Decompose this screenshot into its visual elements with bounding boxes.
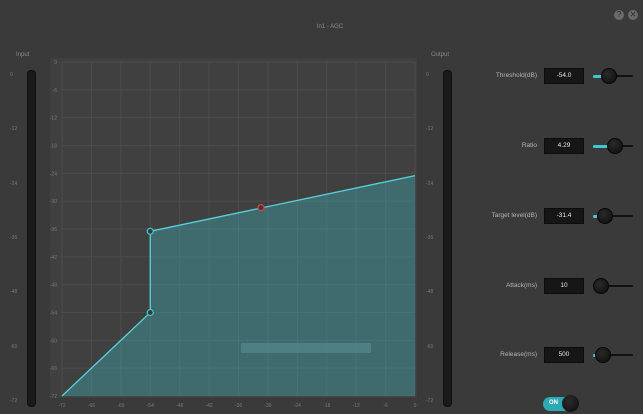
y-tick-label: -30: [50, 199, 57, 205]
y-tick-label: -42: [50, 255, 57, 261]
y-tick-label: -36: [50, 227, 57, 233]
param-slider-track[interactable]: [593, 354, 633, 356]
output-meter-label: Output: [431, 52, 450, 58]
y-tick-label: -48: [50, 283, 57, 289]
plot-readout-bar: [241, 343, 371, 353]
meter-tick-label: -12: [10, 126, 18, 133]
param-slider-fill: [593, 74, 605, 78]
param-label: Target level(dB): [491, 212, 537, 219]
x-tick-label: -36: [235, 403, 242, 409]
y-tick-label: -72: [50, 394, 57, 400]
y-tick-label: 0: [54, 60, 57, 66]
curve-handles: [146, 204, 265, 317]
chart-axis-labels: -72 -66 -60 -54 -48 -42 -36 -30 -24 -18 -12 -6 00-6-…: [50, 60, 417, 409]
agc-toggle-label: ON: [549, 400, 558, 406]
x-tick-label: 0: [414, 403, 417, 409]
param-slider-knob[interactable]: [601, 68, 617, 84]
input-meter-label: Input: [16, 52, 30, 58]
param-slider-fill: [593, 144, 611, 148]
agc-toggle-knob[interactable]: [562, 395, 579, 412]
meter-tick-label: -12: [426, 126, 434, 133]
param-slider-knob[interactable]: [607, 138, 623, 154]
x-tick-label: -48: [176, 403, 183, 409]
meter-tick-label: -72: [426, 398, 434, 404]
param-value-field[interactable]: -31.4: [544, 208, 584, 224]
meter-tick-label: -48: [426, 289, 434, 296]
param-slider-knob[interactable]: [597, 208, 613, 224]
y-tick-label: -66: [50, 366, 57, 372]
meter-tick-label: -72: [10, 398, 18, 404]
x-tick-label: -12: [353, 403, 360, 409]
param-slider-track[interactable]: [593, 215, 633, 217]
param-value-field[interactable]: 4.29: [544, 138, 584, 154]
meter-tick-label: 0: [426, 72, 429, 78]
output-level-meter: [443, 70, 452, 407]
param-slider-track[interactable]: [593, 285, 633, 287]
param-value-field[interactable]: 500: [544, 347, 584, 363]
meter-tick-label: -36: [426, 235, 434, 241]
window-title: In1 - AGC: [316, 24, 344, 30]
y-tick-label: -54: [50, 311, 57, 317]
y-tick-label: -12: [50, 116, 57, 122]
y-tick-label: -6: [53, 88, 58, 94]
param-slider-knob[interactable]: [593, 278, 609, 294]
param-label: Threshold(dB): [495, 72, 537, 79]
curve-handle-point[interactable]: [146, 308, 154, 317]
x-tick-label: -72: [58, 403, 65, 409]
chart-grid: [61, 61, 416, 397]
param-value-field[interactable]: 10: [544, 278, 584, 294]
transfer-curve-area: [62, 175, 415, 396]
param-value-field[interactable]: -54.0: [544, 68, 584, 84]
y-tick-label: -18: [50, 144, 57, 150]
x-tick-label: -18: [323, 403, 330, 409]
y-tick-label: -60: [50, 338, 57, 344]
param-slider-knob[interactable]: [595, 347, 611, 363]
param-label: Attack(ms): [505, 282, 537, 289]
curve-handle-point[interactable]: [257, 204, 265, 212]
x-tick-label: -30: [264, 403, 271, 409]
x-tick-label: -24: [294, 403, 301, 409]
meter-tick-label: -48: [10, 289, 18, 296]
meter-tick-label: -60: [426, 343, 434, 350]
x-tick-label: -60: [117, 403, 124, 409]
x-tick-label: -54: [147, 403, 154, 409]
curve-handle-point[interactable]: [146, 227, 154, 235]
x-tick-label: -6: [383, 403, 388, 409]
transfer-curve-line: [61, 175, 416, 397]
input-level-meter: [27, 70, 36, 407]
param-label: Ratio: [521, 142, 537, 149]
x-tick-label: -42: [205, 403, 212, 409]
close-icon[interactable]: ✕: [628, 10, 638, 20]
meter-tick-label: -36: [10, 235, 18, 241]
y-tick-label: -24: [50, 171, 57, 177]
meter-tick-label: 0: [10, 72, 13, 78]
meter-tick-label: -24: [10, 180, 18, 187]
meter-tick-label: -24: [426, 180, 434, 187]
help-icon[interactable]: ?: [614, 10, 624, 20]
meter-tick-label: -60: [10, 343, 18, 350]
x-tick-label: -66: [88, 403, 95, 409]
param-label: Release(ms): [500, 351, 537, 358]
